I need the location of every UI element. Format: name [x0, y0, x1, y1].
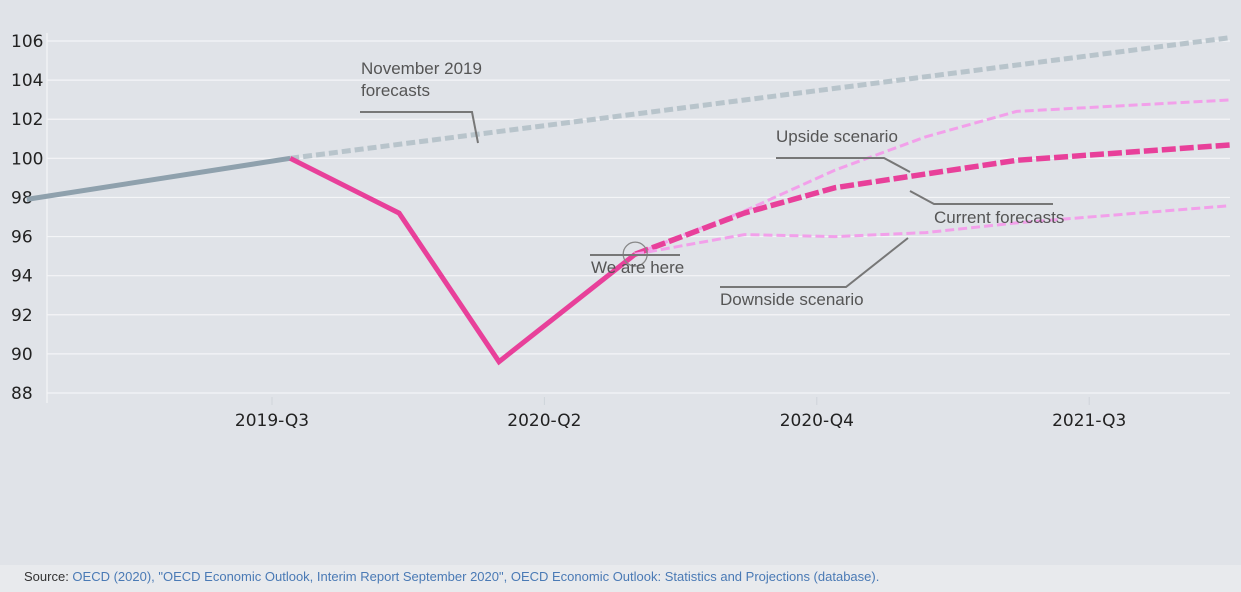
x-tick-label: 2021-Q3 [1052, 411, 1126, 431]
annotation-upside-label: Upside scenario [776, 127, 898, 146]
y-tick-label: 106 [11, 32, 43, 52]
series-line-current_actual [289, 156, 637, 366]
y-tick-label: 100 [11, 149, 43, 169]
grid-layer [46, 33, 1230, 403]
y-tick-label: 90 [11, 345, 33, 365]
y-tick-label: 96 [11, 228, 33, 248]
annotation-nov-leader [360, 111, 479, 144]
gdp-line-chart: 106 104 102 100 98 96 94 92 90 88 2019-Q3 2020-Q2 20… [11, 32, 1230, 431]
y-tick-label: 94 [11, 267, 33, 287]
annotation-downside-leader [720, 237, 909, 288]
annotation-here-label: We are here [591, 258, 684, 277]
chart-area: 106 104 102 100 98 96 94 92 90 88 2019-Q3 2020-Q2 20… [11, 32, 1230, 431]
annotation-nov-label: November 2019 [361, 59, 482, 78]
series-line-pre_crisis [26, 155, 291, 202]
annotation-upside-leader [776, 157, 911, 173]
x-tick-label: 2019-Q3 [235, 411, 309, 431]
y-tick-label: 92 [11, 306, 33, 326]
series-line-nov2019 [289, 35, 1230, 161]
y-tick-label: 98 [11, 188, 33, 208]
series-line-current_forecast [634, 142, 1230, 257]
annotation-nov-label: forecasts [361, 81, 430, 100]
annotation-current-leader [909, 190, 1053, 205]
axis-layer: 106 104 102 100 98 96 94 92 90 88 2019-Q3 2020-Q2 20… [11, 32, 1126, 431]
y-tick-label: 88 [11, 384, 33, 404]
series-layer [26, 35, 1230, 366]
y-tick-label: 102 [11, 110, 43, 130]
source-note: Source: OECD (2020), "OECD Economic Outl… [0, 565, 1241, 592]
source-prefix: Source: [24, 569, 73, 584]
x-tick-label: 2020-Q4 [780, 411, 854, 431]
y-tick-label: 104 [11, 71, 43, 91]
annotation-downside-label: Downside scenario [720, 290, 864, 309]
series-line-downside [634, 204, 1230, 256]
annotation-layer: November 2019 forecasts Upside scenario Cur… [360, 59, 1064, 309]
source-link[interactable]: OECD (2020), "OECD Economic Outlook, Int… [72, 569, 880, 584]
x-tick-label: 2020-Q2 [507, 411, 581, 431]
annotation-current-label: Current forecasts [934, 208, 1064, 227]
